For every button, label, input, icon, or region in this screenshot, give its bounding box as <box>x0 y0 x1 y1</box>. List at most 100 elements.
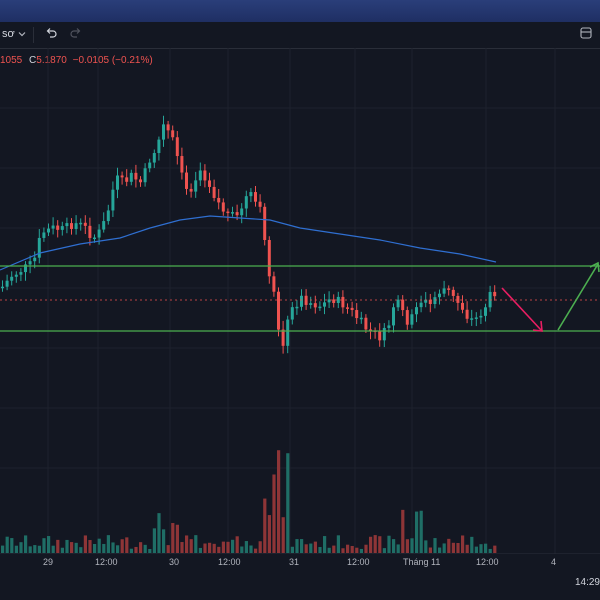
clock-readout: 14:29 <box>574 577 600 588</box>
candle-body <box>447 288 451 290</box>
time-tick: 12:00 <box>95 557 118 567</box>
volume-bars <box>1 450 497 553</box>
layout-icon[interactable] <box>580 27 592 42</box>
redo-icon[interactable] <box>70 27 82 42</box>
volume-bar <box>359 548 363 553</box>
candle-body <box>267 240 271 277</box>
volume-bar <box>327 547 331 553</box>
candle-body <box>1 286 4 289</box>
volume-bar <box>438 547 442 553</box>
candle-body <box>212 186 216 198</box>
volume-bar <box>240 546 244 553</box>
volume-bar <box>208 542 212 553</box>
candle-body <box>392 307 395 326</box>
candle-body <box>438 293 441 298</box>
candle-body <box>327 299 331 303</box>
volume-bar <box>295 539 299 553</box>
volume-bar <box>244 541 248 553</box>
candle-body <box>470 318 474 320</box>
ohlc-open-value: 1055 <box>0 55 23 66</box>
volume-bar <box>175 524 179 553</box>
volume-bar <box>424 540 428 553</box>
candle-body <box>175 137 179 157</box>
volume-bar <box>369 536 373 553</box>
volume-bar <box>410 538 414 553</box>
price-chart[interactable] <box>0 48 600 554</box>
candle-body <box>479 315 483 318</box>
candle-body <box>56 225 60 230</box>
candle-body <box>231 212 234 214</box>
candle-body <box>451 289 455 296</box>
candle-body <box>19 272 23 275</box>
candle-body <box>415 307 418 315</box>
volume-bar <box>203 543 207 553</box>
candle-body <box>281 329 285 346</box>
candle-body <box>336 296 340 303</box>
volume-bar <box>373 535 377 553</box>
volume-bar <box>198 547 202 553</box>
symbol-name[interactable]: sơ <box>2 28 15 40</box>
candle-body <box>148 162 152 169</box>
candle-body <box>442 288 446 294</box>
volume-bar <box>442 543 446 553</box>
candle-body <box>332 299 336 303</box>
candle-body <box>465 309 469 319</box>
volume-bar <box>272 474 276 553</box>
volume-bar <box>396 544 400 553</box>
candle-body <box>120 175 124 178</box>
volume-bar <box>70 542 74 553</box>
volume-bar <box>19 542 23 553</box>
candle-body <box>341 296 345 308</box>
candle-body <box>419 302 423 308</box>
candle-body <box>323 302 326 307</box>
candle-body <box>28 261 32 265</box>
candle-body <box>387 325 391 328</box>
time-axis[interactable]: 29 12:00 30 12:00 31 12:00 Tháng 11 12:0… <box>0 554 600 574</box>
candle-body <box>74 223 78 229</box>
candle-body <box>171 130 175 138</box>
volume-bar <box>143 544 147 553</box>
arrow-up-drawing <box>557 261 600 331</box>
candle-body <box>47 228 50 233</box>
volume-bar <box>419 510 423 553</box>
volume-bar <box>341 548 345 553</box>
candle-body <box>5 280 9 287</box>
volume-bar <box>300 539 304 553</box>
candle-body <box>33 257 37 262</box>
candle-body <box>355 310 359 319</box>
time-tick: 12:00 <box>476 557 499 567</box>
volume-bar <box>74 542 78 553</box>
volume-bar <box>258 541 262 553</box>
volume-bar <box>5 536 9 553</box>
moving-average-line <box>0 215 497 271</box>
candle-body <box>461 302 464 310</box>
volume-bar <box>355 547 359 553</box>
candle-body <box>346 307 349 309</box>
candle-body <box>185 172 188 189</box>
volume-bar <box>56 539 60 553</box>
volume-bar <box>120 539 124 553</box>
time-tick: 29 <box>43 557 54 567</box>
candle-body <box>102 221 106 230</box>
volume-bar <box>10 538 14 553</box>
volume-bar <box>47 536 51 553</box>
candle-body <box>208 180 211 187</box>
candle-body <box>162 124 165 140</box>
ohlc-close-value: 5.1870 <box>36 55 67 66</box>
time-tick: 12:00 <box>347 557 370 567</box>
chevron-down-icon[interactable] <box>18 29 26 41</box>
candle-body <box>359 317 363 320</box>
volume-bar <box>433 538 437 553</box>
window-title-bar <box>0 0 600 22</box>
volume-bar <box>129 548 133 553</box>
candle-body <box>65 223 69 227</box>
candle-body <box>286 319 290 346</box>
undo-icon[interactable] <box>45 27 57 42</box>
candle-body <box>433 297 437 305</box>
volume-bar <box>304 544 308 553</box>
candle-body <box>474 317 478 319</box>
candle-body <box>484 307 487 316</box>
candle-body <box>194 180 198 192</box>
candle-body <box>272 276 276 292</box>
candle-body <box>51 225 55 229</box>
